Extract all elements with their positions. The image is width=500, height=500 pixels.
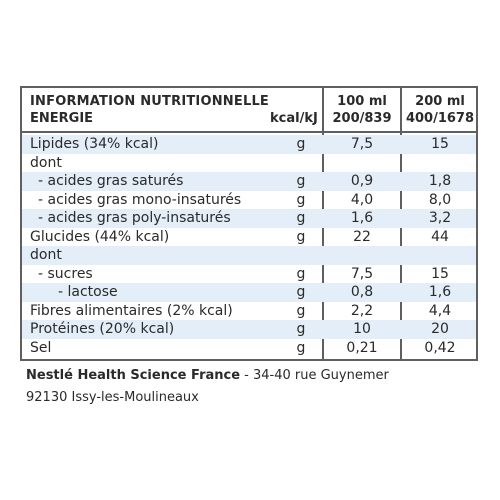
nutrient-label: - sucres	[38, 265, 93, 282]
table-row: dont	[22, 246, 476, 265]
value-100ml: 0,8	[350, 284, 374, 300]
table-row: Fibres alimentaires (2% kcal) g 2,2 4,4	[22, 302, 476, 321]
table-row: Sel g 0,21 0,42	[22, 339, 476, 358]
nutrient-label: dont	[30, 247, 62, 263]
nutrient-unit: g	[296, 210, 306, 226]
column-100ml-energy: 200/839	[332, 111, 392, 126]
value-100ml: 1,6	[350, 210, 374, 226]
nutrient-unit: g	[296, 191, 306, 208]
company-name: Nestlé Health Science France	[26, 368, 241, 383]
value-200ml: 15	[431, 265, 449, 282]
value-200ml: 1,8	[428, 173, 452, 189]
value-100ml: 7,5	[350, 136, 374, 152]
nutrient-label: Sel	[30, 339, 52, 356]
nutrient-unit: g	[296, 302, 306, 319]
value-100ml: 4,0	[350, 191, 374, 208]
nutrient-label: - acides gras mono-insaturés	[38, 191, 242, 208]
value-100ml: 7,5	[350, 265, 374, 282]
nutrient-rows: Lipides (34% kcal) g 7,5 15 dont - acides gra…	[22, 135, 476, 357]
column-200ml-header: 200 ml	[415, 94, 465, 109]
table-row: - acides gras poly-insaturés g 1,6 3,2	[22, 209, 476, 228]
value-100ml: 0,21	[346, 339, 378, 356]
nutrient-unit: g	[296, 173, 306, 189]
nutrient-unit: g	[296, 136, 306, 152]
column-100ml-header: 100 ml	[337, 94, 387, 109]
value-200ml: 20	[431, 321, 449, 337]
value-200ml: 0,42	[424, 339, 456, 356]
value-100ml: 10	[353, 321, 371, 337]
table-row: - acides gras saturés g 0,9 1,8	[22, 172, 476, 191]
value-200ml: 1,6	[428, 284, 452, 300]
table-row: Protéines (20% kcal) g 10 20	[22, 320, 476, 339]
value-200ml: 3,2	[428, 210, 452, 226]
nutrient-label: - acides gras poly-insaturés	[38, 210, 231, 226]
table-title: INFORMATION NUTRITIONNELLE	[30, 94, 270, 109]
table-row: Lipides (34% kcal) g 7,5 15	[22, 135, 476, 154]
nutrient-label: dont	[30, 154, 62, 171]
energy-label: ENERGIE	[30, 111, 94, 126]
value-200ml: 8,0	[428, 191, 452, 208]
city-address: 92130 Issy-les-Moulineaux	[26, 390, 199, 405]
value-100ml: 22	[353, 228, 371, 245]
nutrient-label: Lipides (34% kcal)	[30, 136, 159, 152]
table-row: dont	[22, 154, 476, 173]
value-200ml: 4,4	[428, 302, 452, 319]
table-row: Glucides (44% kcal) g 22 44	[22, 228, 476, 247]
nutrient-label: - lactose	[58, 284, 118, 300]
nutrient-unit: g	[296, 321, 306, 337]
nutrient-unit: g	[296, 284, 306, 300]
table-row: - acides gras mono-insaturés g 4,0 8,0	[22, 191, 476, 210]
nutrition-table: INFORMATION NUTRITIONNELLE ENERGIE kcal/…	[20, 86, 478, 361]
manufacturer-line: Nestlé Health Science France - 34-40 rue…	[26, 368, 389, 383]
column-200ml-energy: 400/1678	[405, 111, 475, 126]
value-200ml: 15	[431, 136, 449, 152]
nutrient-unit: g	[296, 228, 306, 245]
street-address: - 34-40 rue Guynemer	[240, 368, 389, 383]
value-100ml: 0,9	[350, 173, 374, 189]
table-row: - lactose g 0,8 1,6	[22, 283, 476, 302]
nutrient-unit: g	[296, 339, 306, 356]
energy-unit: kcal/kJ	[270, 111, 318, 126]
nutrient-unit: g	[296, 265, 306, 282]
value-200ml: 44	[431, 228, 449, 245]
table-row: - sucres g 7,5 15	[22, 265, 476, 284]
nutrient-label: Glucides (44% kcal)	[30, 228, 170, 245]
nutrient-label: Fibres alimentaires (2% kcal)	[30, 302, 233, 319]
nutrient-label: Protéines (20% kcal)	[30, 321, 175, 337]
nutrient-label: - acides gras saturés	[38, 173, 184, 189]
value-100ml: 2,2	[350, 302, 374, 319]
header-divider	[22, 131, 476, 133]
